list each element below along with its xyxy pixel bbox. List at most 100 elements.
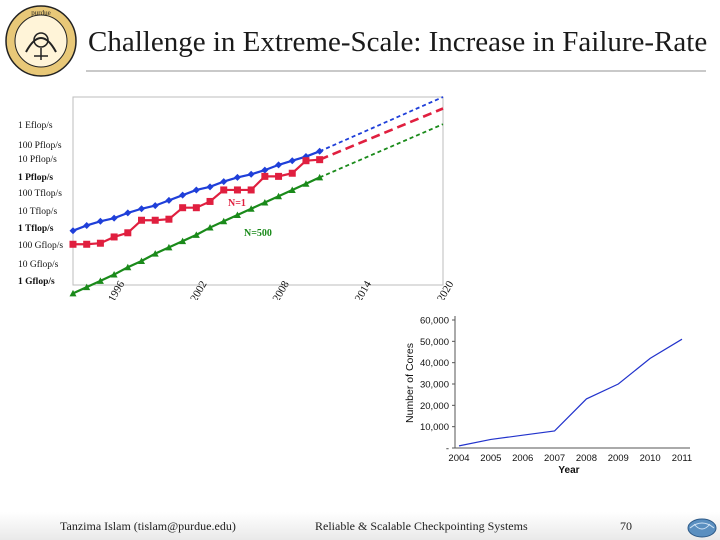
- data-point: [83, 283, 91, 291]
- performance-chart-axes: [72, 96, 444, 286]
- data-point: [96, 217, 104, 225]
- data-point: [206, 197, 214, 205]
- data-point: [165, 215, 173, 223]
- data-point: [69, 289, 77, 297]
- data-point: [261, 166, 269, 174]
- data-point: [192, 231, 200, 238]
- data-point: [192, 204, 200, 212]
- data-point: [179, 204, 187, 212]
- data-point: [124, 229, 132, 237]
- data-point: [96, 277, 104, 284]
- cores-chart-labels: Year Number of Cores: [404, 343, 580, 476]
- series-projection: [319, 96, 444, 153]
- x-axis-label: Year: [558, 465, 579, 476]
- footer-talk-title: Reliable & Scalable Checkpointing System…: [315, 519, 528, 533]
- data-point: [302, 180, 310, 187]
- data-point: [302, 157, 310, 165]
- cores-chart-axes: [454, 316, 690, 449]
- slide-title: Challenge in Extreme-Scale: Increase in …: [88, 26, 708, 58]
- data-point: [110, 271, 118, 278]
- x-tick-label: 2009: [608, 453, 629, 464]
- y-tick-label: 10 Tflop/s: [18, 206, 57, 217]
- x-tick-label: 2010: [640, 453, 661, 464]
- x-tick-label: 2007: [544, 453, 565, 464]
- data-point: [165, 196, 173, 204]
- title-rule: [86, 70, 706, 72]
- logo-lettering: purdue: [31, 9, 50, 17]
- y-tick-label: 10 Gflop/s: [18, 259, 59, 270]
- data-point: [275, 172, 283, 180]
- data-point: [275, 161, 283, 169]
- data-point: [138, 205, 146, 213]
- data-point: [233, 186, 241, 194]
- data-point: [288, 157, 296, 165]
- cores-chart-y-ticks: - 10,000 20,000 30,000 40,000 50,000 60,000: [420, 316, 455, 455]
- performance-chart: 1 Eflop/s 100 Pflop/s 10 Pflop/s 1 Pflop/s 1…: [18, 96, 457, 300]
- footer-bar: [0, 512, 720, 540]
- performance-chart-y-ticks: 1 Eflop/s 100 Pflop/s 10 Pflop/s 1 Pflop/s 1…: [18, 120, 63, 287]
- data-point: [165, 243, 173, 251]
- cores-line: [458, 338, 683, 447]
- y-tick-label: 20,000: [420, 401, 449, 412]
- data-point: [110, 233, 118, 241]
- data-point: [96, 239, 104, 247]
- data-point: [275, 192, 283, 200]
- y-tick-label: 1 Pflop/s: [18, 173, 53, 183]
- y-tick-label: 60,000: [420, 316, 449, 327]
- data-point: [192, 186, 200, 194]
- performance-chart-series: [69, 96, 444, 297]
- data-point: [138, 216, 146, 224]
- x-tick-label: 2008: [576, 453, 597, 464]
- y-tick-label: 10,000: [420, 422, 449, 433]
- annotation-n1: N=1: [228, 198, 246, 209]
- data-point: [247, 186, 255, 194]
- y-axis-label: Number of Cores: [404, 343, 416, 423]
- data-point: [316, 156, 324, 164]
- data-point: [69, 240, 77, 248]
- data-point: [288, 186, 296, 193]
- y-tick-label: 1 Tflop/s: [18, 224, 54, 234]
- data-point: [206, 224, 214, 231]
- x-tick-label: 2004: [448, 453, 469, 464]
- data-point: [151, 216, 159, 224]
- data-point: [220, 217, 228, 225]
- data-point: [220, 178, 228, 186]
- y-tick-label: -: [446, 444, 449, 455]
- data-point: [179, 237, 187, 245]
- university-seal-logo: purdue: [5, 5, 77, 77]
- data-point: [247, 170, 255, 178]
- y-tick-label: 30,000: [420, 380, 449, 391]
- data-point: [316, 173, 324, 181]
- data-point: [138, 257, 146, 264]
- y-tick-label: 40,000: [420, 358, 449, 369]
- data-point: [233, 211, 241, 219]
- cores-chart-x-ticks: 2004 2005 2006 2007 2008 2009 2010 2011: [448, 453, 692, 464]
- y-tick-label: 1 Eflop/s: [18, 120, 53, 131]
- y-tick-label: 100 Pflop/s: [18, 140, 62, 151]
- data-point: [261, 172, 269, 180]
- performance-chart-annotations: N=1 N=500: [228, 198, 272, 239]
- x-tick-label: 2005: [480, 453, 501, 464]
- data-point: [124, 209, 132, 217]
- data-point: [316, 147, 324, 155]
- series-projection: [319, 107, 444, 161]
- data-point: [151, 250, 159, 257]
- data-point: [288, 169, 296, 177]
- data-point: [151, 202, 159, 210]
- data-point: [206, 183, 214, 191]
- data-point: [83, 240, 91, 248]
- x-tick-label: 2011: [672, 453, 692, 464]
- y-tick-label: 50,000: [420, 337, 449, 348]
- globe-icon: [687, 518, 717, 538]
- data-point: [261, 198, 269, 206]
- data-point: [83, 221, 91, 229]
- y-tick-label: 10 Pflop/s: [18, 154, 57, 165]
- y-tick-label: 1 Gflop/s: [18, 277, 55, 287]
- annotation-n500: N=500: [244, 228, 272, 239]
- data-point: [233, 173, 241, 181]
- cores-chart: - 10,000 20,000 30,000 40,000 50,000 60,000 20…: [404, 316, 692, 477]
- series-projection: [319, 123, 444, 179]
- y-tick-label: 100 Tflop/s: [18, 188, 62, 199]
- x-tick-label: 2006: [512, 453, 533, 464]
- footer-author: Tanzima Islam (tislam@purdue.edu): [60, 519, 236, 533]
